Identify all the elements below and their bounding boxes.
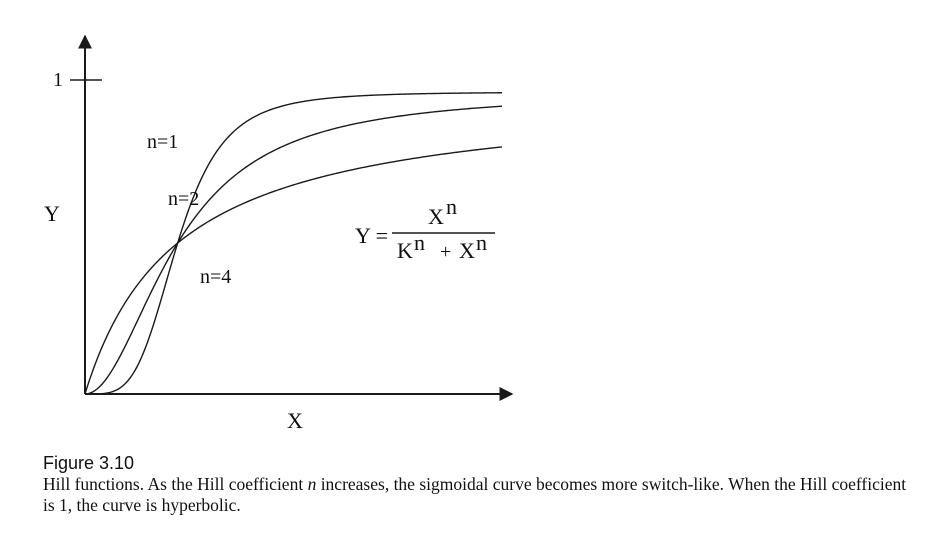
caption-text-after: increases, the sigmoidal curve becomes m… xyxy=(43,474,907,515)
series-label-n2: n=2 xyxy=(168,188,199,210)
equation-denominator-x-exponent: n xyxy=(476,230,487,255)
equation-numerator-exponent: n xyxy=(446,194,457,219)
equation-denominator-k-exponent: n xyxy=(414,230,425,255)
figure-caption: Figure 3.10 Hill functions. As the Hill … xyxy=(43,452,913,516)
series-line-n1 xyxy=(84,146,503,395)
equation-denominator-plus: + xyxy=(440,241,451,263)
series-line-n2 xyxy=(84,105,503,395)
y-axis-label: Y xyxy=(44,201,60,226)
caption-text-italic: n xyxy=(307,474,317,494)
series-line-n4 xyxy=(85,92,503,395)
equation-numerator-base: X xyxy=(428,204,444,229)
equation-denominator-k: K xyxy=(397,238,413,263)
x-axis-label: X xyxy=(287,408,303,433)
series-label-n1: n=1 xyxy=(147,131,178,153)
equation-denominator-x: X xyxy=(459,238,475,263)
series-label-n4: n=4 xyxy=(200,266,231,288)
hill-equation: Y = X n K n + X n xyxy=(355,194,495,263)
y-tick-label-1: 1 xyxy=(53,69,63,91)
series-curves xyxy=(84,92,503,395)
hill-function-chart: 1 Y X n=1 n=2 n=4 Y = X n K n + X n xyxy=(44,34,514,433)
caption-text-before: Hill functions. As the Hill coefficient xyxy=(43,474,308,494)
caption-text: Hill functions. As the Hill coefficient … xyxy=(43,474,913,516)
equation-lhs: Y = xyxy=(355,223,388,248)
caption-title: Figure 3.10 xyxy=(43,453,135,473)
